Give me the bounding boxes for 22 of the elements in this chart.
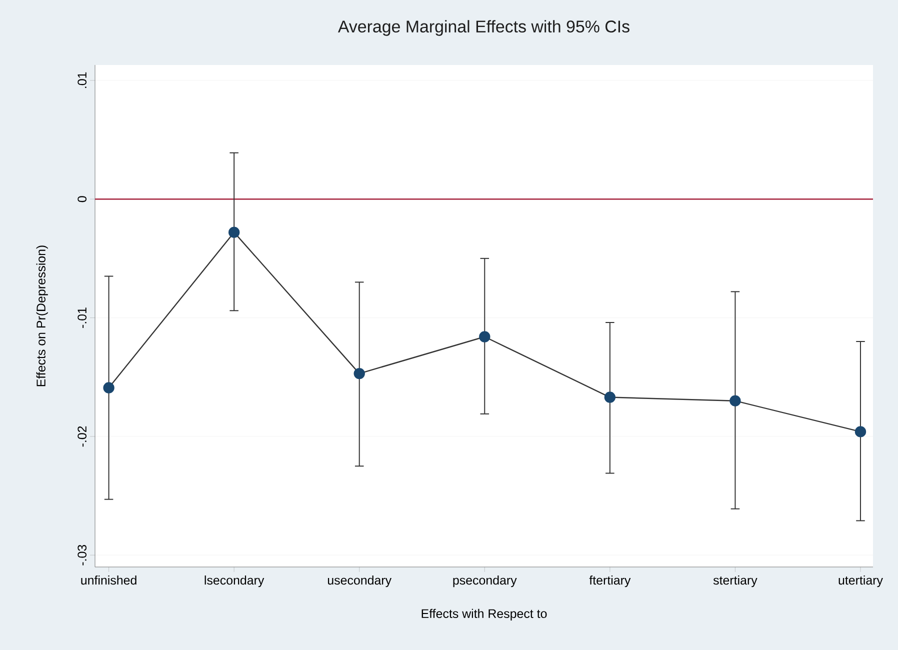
x-tick-label: psecondary xyxy=(453,576,517,588)
y-tick-label: -.02 xyxy=(78,426,86,447)
point xyxy=(730,395,741,406)
x-tick-label: usecondary xyxy=(328,576,392,588)
point xyxy=(103,382,114,394)
point xyxy=(354,368,365,380)
y-tick-label: -.01 xyxy=(78,308,86,328)
y-tick-label: -.03 xyxy=(78,544,86,566)
x-tick-label: lsecondary xyxy=(204,576,264,588)
y-tick-label: .01 xyxy=(78,72,86,88)
x-tick-label: ftertiary xyxy=(589,576,631,588)
point xyxy=(228,226,240,238)
point xyxy=(479,331,490,342)
x-tick-label: utertiary xyxy=(838,576,883,588)
chart-title: Average Marginal Effects with 95% CIs xyxy=(338,20,630,36)
y-tick-label: 0 xyxy=(78,196,86,202)
point xyxy=(604,392,616,403)
x-tick-label: unfinished xyxy=(81,576,136,585)
y-axis-title: Effects on Pr(Depression) xyxy=(36,246,48,386)
x-axis-title: Effects with Respect to xyxy=(422,608,547,620)
point xyxy=(854,426,866,438)
x-tick-label: stertiary xyxy=(713,576,758,588)
